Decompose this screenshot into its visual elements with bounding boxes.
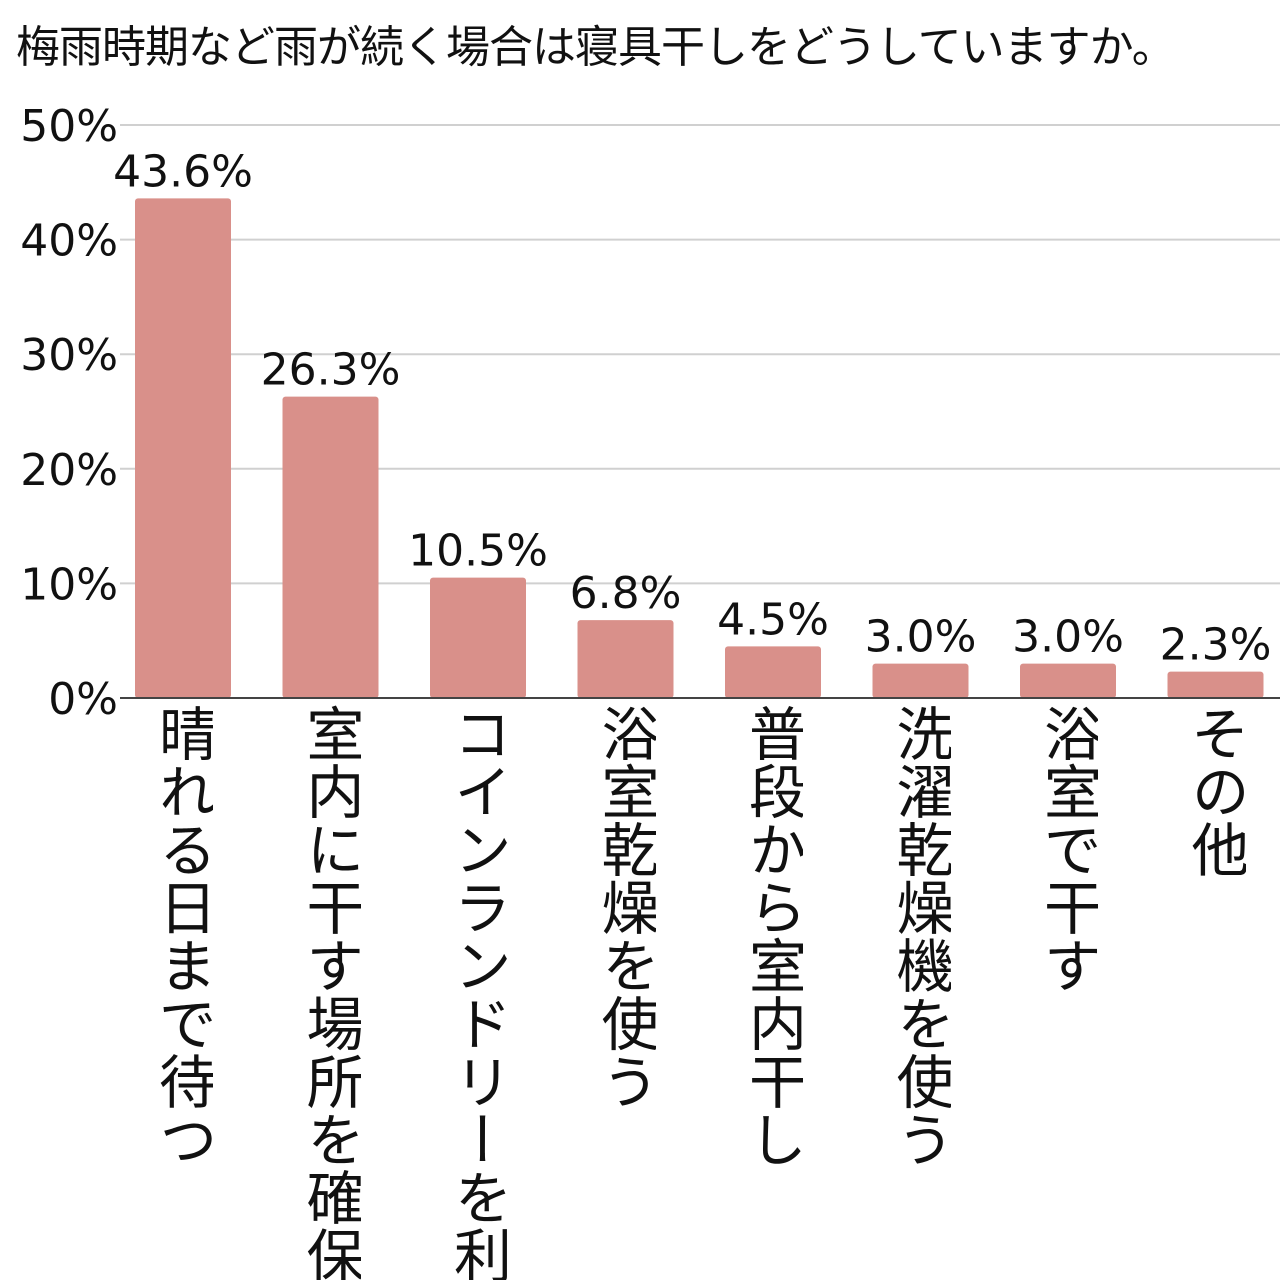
y-tick-label: 10% <box>20 559 118 610</box>
y-tick-label: 50% <box>20 101 118 152</box>
bar <box>725 646 821 698</box>
bar <box>872 663 969 698</box>
category-label: 晴れる日まで待つ <box>153 704 213 1168</box>
value-labels: 43.6% 26.3% 10.5% 6.8% 4.5% 3.0% 3.0% 2.3% <box>113 146 1271 670</box>
value-label: 2.3% <box>1160 620 1272 671</box>
value-label: 3.0% <box>865 612 977 663</box>
category-label: 浴室乾燥を使う <box>595 704 656 1110</box>
y-tick-label: 40% <box>20 216 118 267</box>
category-label: 洗濯乾燥機を使う <box>890 704 951 1168</box>
bar <box>430 577 526 698</box>
category-label: 室内に干す場所を確保 <box>300 704 361 1280</box>
bar <box>282 396 379 698</box>
category-label: 浴室で干す <box>1038 704 1098 994</box>
y-tick-label: 0% <box>48 674 118 725</box>
chart-title: 梅雨時期など雨が続く場合は寝具干しをどうしていますか。 <box>16 22 1176 73</box>
value-label: 3.0% <box>1012 612 1124 663</box>
category-label: その他 <box>1185 704 1246 878</box>
value-label: 26.3% <box>261 345 401 396</box>
bar <box>1020 663 1116 698</box>
value-label: 4.5% <box>717 594 829 645</box>
category-label: コインランドリーを利用 <box>448 704 508 1280</box>
value-label: 6.8% <box>570 568 682 619</box>
y-tick-label: 20% <box>20 445 118 496</box>
y-tick-label: 30% <box>20 330 118 381</box>
category-label: 普段から室内干し <box>743 704 803 1168</box>
y-axis-ticks: 0% 10% 20% 30% 40% 50% <box>20 101 118 725</box>
value-label: 43.6% <box>113 146 253 197</box>
bar <box>135 198 231 698</box>
bar <box>577 620 674 698</box>
value-label: 10.5% <box>408 526 548 577</box>
bars <box>135 198 1264 698</box>
bar <box>1167 671 1264 698</box>
